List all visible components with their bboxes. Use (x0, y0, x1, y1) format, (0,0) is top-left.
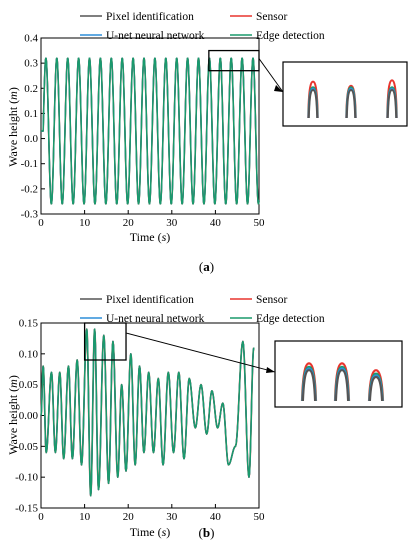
legend-label-pixel: Pixel identification (106, 11, 194, 23)
x-axis-b: 0 10 20 30 40 50 (38, 504, 265, 523)
inset-peak-pixel (386, 88, 398, 119)
legend-a: Pixel identification U-net neural networ… (80, 11, 325, 42)
series-line-pixel (40, 328, 255, 497)
caption-b-open: ( (198, 525, 203, 540)
zoom-box-b (83, 322, 127, 361)
x-tick-label: 10 (79, 217, 91, 229)
y-tick-label: -0.1 (21, 158, 38, 170)
series-line-pixel (41, 57, 260, 205)
legend-label-edge: Edge detection (256, 30, 325, 42)
caption-b: (b) (0, 525, 413, 541)
caption-a-open: ( (198, 259, 204, 274)
series-line-unet (40, 328, 255, 497)
y-tick-label: -0.15 (15, 503, 38, 515)
x-axis-unit-a: s (162, 230, 167, 244)
inset-peak-pixel (301, 369, 317, 402)
legend-label-unet: U-net neural network (106, 30, 205, 42)
inset-peaks-a (307, 79, 398, 119)
x-tick-label: 20 (123, 511, 135, 523)
y-axis-title-text-b: Wave height (6, 394, 20, 455)
y-tick-label: -0.2 (21, 183, 38, 195)
inset-peaks-b (300, 362, 385, 402)
inset-peak-pixel (334, 369, 350, 402)
series-lines-a (41, 57, 260, 205)
y-tick-label: -0.05 (15, 441, 38, 453)
x-tick-label: 50 (254, 217, 266, 229)
x-axis-title-text-a: Time (130, 230, 155, 244)
y-tick-label: -0.10 (15, 472, 38, 484)
y-tick-label: 0.4 (24, 33, 38, 45)
panel-a: Pixel identification U-net neural networ… (6, 11, 408, 244)
series-line-edge (41, 57, 260, 205)
series-line-edge (40, 328, 255, 497)
y-tick-label: 0.3 (24, 58, 38, 70)
x-tick-label: 30 (166, 511, 178, 523)
inset-peak-pixel (307, 88, 319, 119)
series-line-sensor (40, 328, 255, 497)
inset-peak-pixel (345, 88, 357, 119)
caption-a: (a) (0, 259, 413, 275)
y-tick-label: 0.15 (19, 318, 39, 330)
y-tick-label: 0.05 (19, 379, 39, 391)
x-tick-label: 40 (210, 511, 222, 523)
x-axis-title-text-b: Time (130, 525, 155, 539)
x-axis-a: 0 10 20 30 40 50 (38, 210, 265, 229)
plot-frame-b (40, 322, 260, 509)
x-tick-label: 40 (210, 217, 222, 229)
x-tick-label: 0 (38, 511, 44, 523)
x-tick-label: 30 (166, 217, 178, 229)
zoom-arrow-a (258, 58, 284, 93)
legend-label-edge: Edge detection (256, 313, 325, 325)
y-tick-label: -0.3 (21, 209, 39, 221)
x-tick-label: 20 (123, 217, 135, 229)
zoom-box-a (208, 49, 260, 72)
zoom-arrow-b (125, 332, 276, 373)
y-axis-b: -0.15 -0.10 -0.05 0.00 0.05 0.10 0.15 (15, 318, 45, 515)
panel-b: Pixel identification U-net neural networ… (6, 294, 403, 539)
caption-b-letter: b (202, 525, 211, 540)
y-axis-title-a: Wave height (m) (6, 87, 20, 167)
x-tick-label: 50 (254, 511, 266, 523)
legend-label-sensor: Sensor (256, 294, 287, 306)
zoom-arrowhead-a (274, 85, 283, 92)
caption-a-letter: a (203, 259, 210, 274)
y-tick-label: 0.0 (24, 133, 38, 145)
series-line-unet (41, 57, 260, 205)
caption-b-close: ) (210, 525, 215, 540)
y-axis-unit-b: m (6, 379, 20, 388)
x-axis-title-a: Time (s) (130, 230, 171, 244)
y-tick-label: 0.2 (24, 83, 38, 95)
y-axis-title-b: Wave height (m) (6, 375, 20, 455)
y-tick-label: 0.00 (19, 410, 39, 422)
inset-peak-pixel (368, 375, 384, 402)
x-axis-unit-b: s (162, 525, 167, 539)
plot-frame-a (40, 37, 260, 215)
legend-label-pixel: Pixel identification (106, 294, 194, 306)
y-tick-label: 0.1 (24, 108, 38, 120)
series-line-sensor (41, 57, 260, 205)
y-axis-a: -0.3 -0.2 -0.1 0.0 0.1 0.2 0.3 0.4 (21, 33, 45, 221)
y-axis-unit-a: m (6, 91, 20, 100)
x-axis-title-b: Time (s) (130, 525, 171, 539)
series-lines-b (40, 328, 255, 497)
x-tick-label: 10 (79, 511, 91, 523)
y-axis-title-text-a: Wave height (6, 106, 20, 167)
x-tick-label: 0 (38, 217, 44, 229)
y-tick-label: 0.10 (19, 348, 39, 360)
legend-label-unet: U-net neural network (106, 313, 205, 325)
zoom-arrowhead-b (266, 367, 275, 373)
legend-label-sensor: Sensor (256, 11, 287, 23)
legend-b: Pixel identification U-net neural networ… (80, 294, 325, 325)
caption-a-close: ) (209, 259, 215, 274)
